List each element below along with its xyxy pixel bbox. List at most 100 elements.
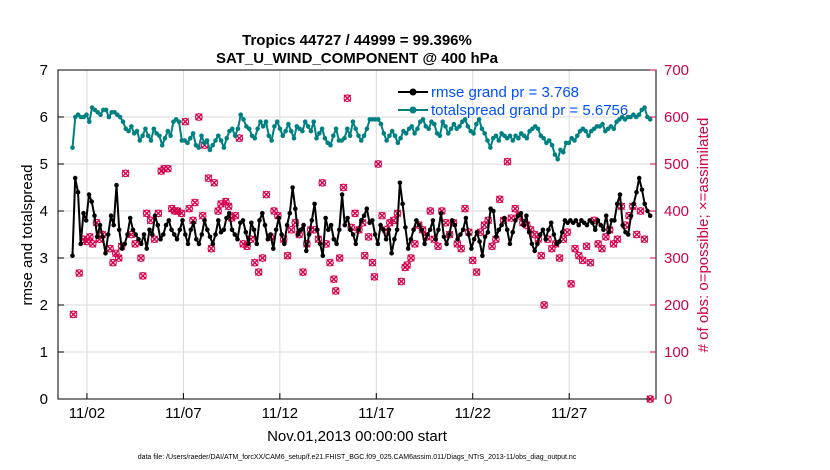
obs-possible-marker: [397, 277, 406, 286]
rmse-point: [287, 211, 293, 216]
totalspread-point: [375, 117, 381, 122]
y-left-tick-label: 7: [40, 62, 48, 79]
totalspread-point: [575, 133, 580, 139]
obs-possible-marker: [254, 268, 263, 276]
obs-assimilated-marker: [86, 233, 94, 241]
totalspread-point: [398, 135, 403, 141]
x-axis-ticks: 11/02 11/07 11/12 11/17 11/22 11/27: [69, 393, 587, 422]
rmse-point: [172, 232, 177, 237]
totalspread-point: [317, 131, 322, 136]
rmse-point: [573, 218, 579, 223]
obs-possible-marker: [114, 254, 123, 262]
y-left-tick-label: 4: [40, 203, 48, 220]
obs-assimilated-marker: [239, 240, 247, 248]
rmse-point: [642, 201, 647, 207]
rmse-point: [493, 234, 499, 240]
totalspread-point: [280, 133, 286, 139]
obs-assimilated-marker: [540, 301, 548, 309]
chart-title-line2: SAT_U_WIND_COMPONENT @ 400 hPa: [216, 50, 499, 67]
rmse-point: [144, 246, 149, 251]
obs-assimilated-marker: [368, 258, 377, 267]
obs-possible-marker: [370, 272, 379, 281]
rmse-point: [518, 211, 524, 216]
rmse-point: [403, 225, 408, 230]
obs-possible-marker: [231, 211, 240, 220]
obs-assimilated-marker: [112, 249, 120, 258]
totalspread-point: [586, 133, 591, 139]
rmse-point: [216, 218, 221, 223]
rmse-point: [529, 241, 535, 247]
rmse-point: [392, 236, 397, 242]
obs-possible-marker: [109, 258, 117, 267]
rmse-point: [521, 222, 526, 228]
obs-assimilated-marker: [131, 240, 139, 248]
obs-possible-marker: [586, 258, 595, 267]
rmse-point: [513, 218, 518, 223]
rmse-point: [474, 229, 480, 235]
obs-possible-marker: [540, 301, 548, 309]
totalspread-point: [269, 138, 274, 143]
rmse-point: [634, 189, 639, 195]
rmse-point: [595, 218, 601, 223]
data-file-footer: data file: /Users/raeder/DAI/ATM_forcXX/…: [138, 454, 577, 461]
rmse-point: [480, 253, 485, 258]
obs-possible-marker: [224, 202, 233, 211]
rmse-point: [155, 222, 161, 228]
obs-assimilated-marker: [495, 195, 504, 204]
totalspread-point: [308, 128, 314, 134]
totalspread-point: [196, 145, 201, 150]
rmse-point: [284, 222, 290, 228]
obs-possible-marker: [210, 178, 219, 187]
rmse-point: [174, 236, 180, 242]
totalspread-point: [493, 133, 499, 139]
totalspread-point: [322, 135, 328, 141]
rmse-point: [188, 227, 194, 233]
obs-assimilated-marker: [537, 251, 546, 260]
rmse-point: [210, 241, 216, 247]
rmse-point: [631, 201, 636, 207]
rmse-point: [130, 227, 136, 233]
totalspread-point: [485, 138, 490, 143]
rmse-point: [163, 222, 169, 228]
obs-possible-marker: [567, 280, 575, 288]
totalspread-point: [420, 117, 426, 122]
obs-assimilated-marker: [106, 244, 114, 253]
rmse-point: [317, 241, 323, 247]
obs-assimilated-marker: [258, 254, 267, 262]
rmse-point: [312, 201, 317, 207]
totalspread-point: [516, 135, 521, 141]
obs-assimilated-marker: [139, 272, 147, 280]
obs-assimilated-marker: [602, 233, 610, 241]
rmse-point: [469, 246, 474, 251]
rmse-point: [342, 222, 348, 228]
legend-spread-marker: [409, 106, 417, 114]
rmse-point: [75, 189, 81, 195]
obs-possible-marker: [547, 244, 556, 253]
obs-assimilated-marker: [640, 235, 649, 243]
obs-possible-marker: [574, 251, 583, 260]
rmse-point: [447, 232, 452, 237]
rmse-point: [584, 222, 590, 228]
totalspread-point: [302, 119, 308, 124]
rmse-point: [532, 248, 537, 254]
rmse-point: [133, 232, 138, 237]
totalspread-point: [291, 135, 297, 141]
rmse-point: [436, 227, 441, 233]
rmse-point: [262, 222, 268, 228]
totalspread-point: [403, 131, 409, 136]
obs-assimilated-marker: [146, 216, 155, 225]
y-axis-left-label: rmse and totalspread: [19, 165, 36, 306]
rmse-point: [78, 241, 83, 247]
rmse-point: [427, 227, 433, 233]
obs-possible-marker: [191, 198, 199, 207]
rmse-point: [81, 211, 86, 216]
y-axis-left-ticks: 0 1 2 3 4 5 6 7: [40, 62, 64, 408]
rmse-point: [89, 199, 94, 204]
totalspread-point: [350, 119, 356, 124]
rmse-point: [282, 241, 287, 247]
obs-possible-marker: [407, 254, 415, 262]
totalspread-point: [106, 114, 112, 120]
obs-assimilated-marker: [231, 211, 240, 220]
obs-assimilated-marker: [207, 244, 216, 253]
